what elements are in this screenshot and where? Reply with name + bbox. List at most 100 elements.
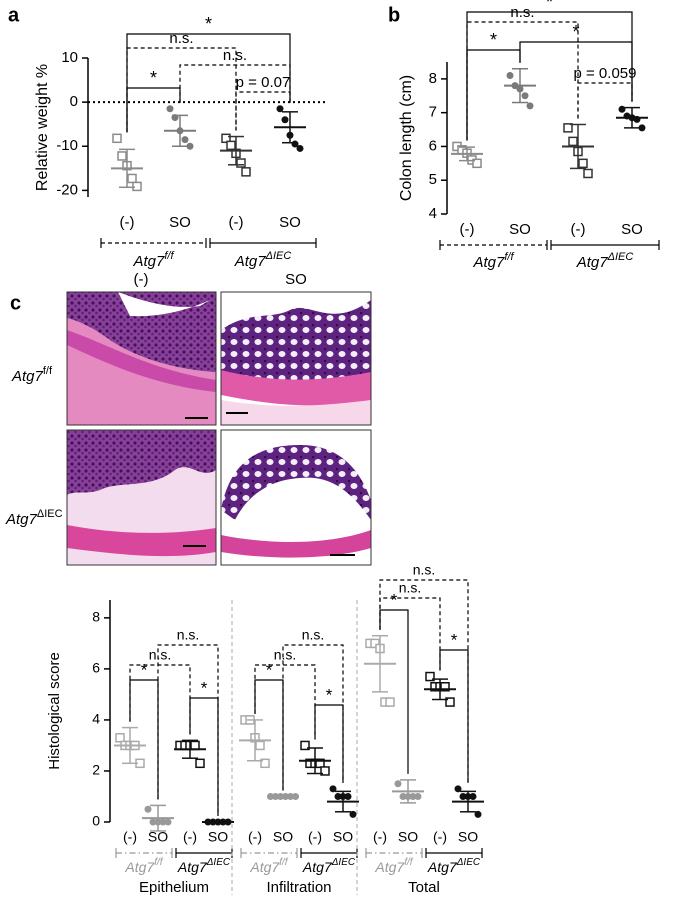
group-label: Atg7f/f [249, 857, 288, 875]
section-name: Total [408, 879, 440, 896]
x-tick-label: SO [621, 221, 643, 238]
significance-label: * [572, 22, 579, 42]
group-label-text: Atg7 [374, 859, 405, 875]
data-point [226, 140, 236, 151]
group-label-sup: f/f [164, 250, 174, 262]
significance-bracket [189, 697, 219, 816]
group-label-sup: ΔIEC [265, 250, 292, 262]
x-tick-label: SO [273, 829, 293, 845]
significance-bracket [129, 679, 159, 800]
significance-label: p = 0.059 [574, 65, 637, 82]
x-tick-label: SO [169, 214, 191, 231]
group-label: Atg7ΔIEC [427, 857, 481, 875]
significance-bracket [235, 91, 291, 131]
row-label-text: Atg7 [11, 368, 44, 385]
group-label: Atg7ΔIEC [302, 857, 356, 875]
histology-image [66, 429, 217, 566]
significance-bracket [254, 664, 316, 740]
data-point [117, 151, 127, 161]
row-label-text: Atg7 [5, 511, 38, 528]
group-label-sup: ΔIEC [456, 857, 481, 868]
data-point [149, 818, 157, 826]
significance-label: n.s. [413, 562, 436, 578]
x-tick-label: SO [148, 829, 168, 845]
y-tick-label: 0 [92, 813, 100, 829]
row-label: Atg7f/f [11, 365, 53, 385]
group-label: Atg7f/f [374, 857, 413, 875]
data-point [409, 792, 417, 800]
y-tick-label: 8 [92, 609, 100, 625]
histology-panel: (-) SO Atg7f/f Atg7ΔIEC [5, 271, 372, 566]
y-tick-label: 4 [429, 205, 437, 222]
y-axis-label: Colon length (cm) [398, 75, 415, 201]
data-point [221, 133, 231, 144]
significance-label: * [201, 678, 208, 697]
y-tick-label: 6 [92, 660, 100, 676]
y-tick-label: -20 [56, 181, 78, 198]
group-label-text: Atg7 [249, 859, 280, 875]
group-label-sup: f/f [404, 857, 414, 868]
data-point [578, 158, 588, 169]
data-point [472, 158, 482, 169]
significance-label: * [150, 68, 157, 88]
histology-image [220, 429, 372, 566]
significance-label: * [205, 14, 212, 34]
data-point [583, 168, 593, 179]
section-name: Infiltration [266, 879, 331, 896]
data-point [469, 792, 477, 800]
data-point [132, 181, 142, 192]
data-point [521, 92, 529, 100]
histology-image [66, 291, 217, 426]
data-point [186, 142, 194, 150]
data-point [344, 792, 352, 800]
group-label-sup: f/f [154, 857, 164, 868]
significance-label: n.s. [149, 647, 172, 663]
data-point [112, 133, 122, 144]
histology-image [220, 291, 372, 426]
significance-label: n.s. [274, 647, 297, 663]
data-point [414, 792, 422, 800]
panel-label: c [10, 292, 21, 314]
data-point [190, 740, 200, 751]
data-point [329, 785, 337, 793]
significance-bracket [157, 644, 219, 816]
data-point [296, 144, 304, 152]
significance-bracket [439, 649, 469, 783]
significance-label: n.s. [223, 47, 247, 64]
y-tick-label: 7 [429, 104, 437, 121]
data-point [315, 758, 325, 769]
significance-bracket [577, 82, 633, 119]
row-label: Atg7ΔIEC [5, 508, 63, 528]
significance-label: n.s. [399, 580, 422, 596]
data-point [506, 72, 514, 80]
significance-label: n.s. [169, 30, 193, 47]
x-tick-label: (-) [571, 221, 586, 238]
data-point [300, 740, 310, 751]
group-label-text: Atg7 [234, 253, 267, 270]
data-point [385, 697, 395, 707]
data-point [563, 123, 573, 133]
x-tick-label: SO [279, 214, 301, 231]
y-tick-label: 2 [92, 762, 100, 778]
x-tick-label: SO [333, 829, 353, 845]
data-point [166, 105, 174, 113]
x-tick-label: SO [208, 829, 228, 845]
group-label-sup: f/f [279, 857, 289, 868]
significance-label: * [490, 30, 497, 50]
data-point [334, 792, 342, 800]
data-point [474, 810, 482, 818]
group-label-sup: f/f [504, 251, 514, 263]
data-point [394, 780, 402, 788]
significance-label: * [546, 0, 553, 12]
section-name: Epithelium [139, 879, 209, 896]
significance-bracket [129, 664, 191, 735]
group-label: Atg7ΔIEC [177, 857, 231, 875]
y-tick-label: 8 [429, 70, 437, 87]
x-tick-label: (-) [183, 829, 197, 845]
data-point [276, 105, 284, 113]
significance-bracket [126, 47, 237, 133]
x-tick-label: SO [509, 221, 531, 238]
data-point [445, 697, 455, 707]
y-tick-label: 0 [70, 93, 78, 110]
